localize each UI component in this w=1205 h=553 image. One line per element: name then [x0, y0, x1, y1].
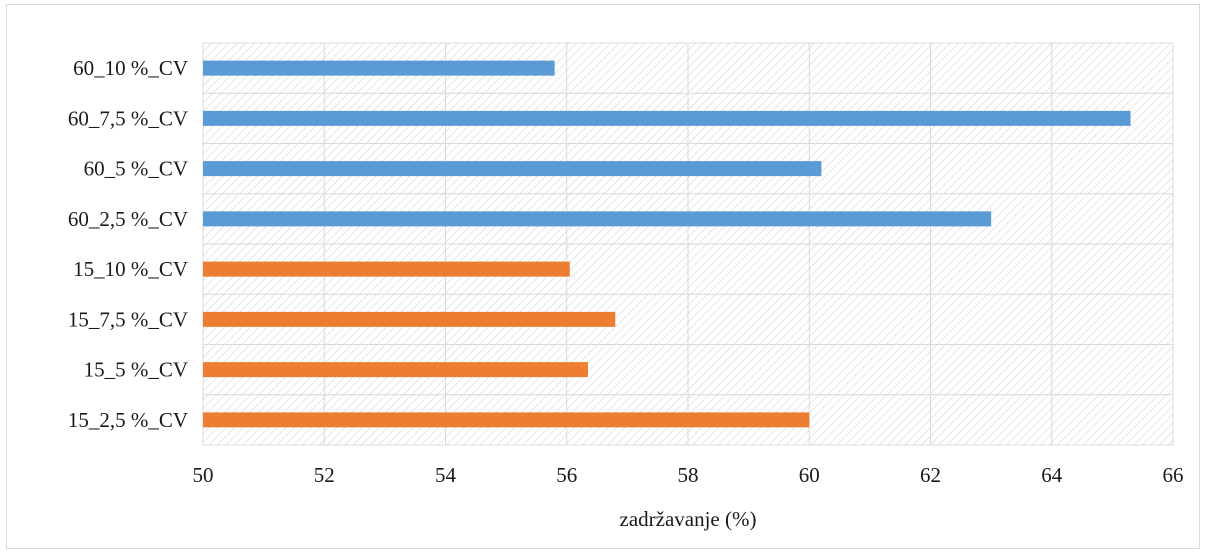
bar: [203, 211, 992, 227]
x-tick-label: 66: [1163, 463, 1184, 487]
category-label: 60_7,5 %_CV: [68, 106, 188, 130]
bars: [203, 60, 1131, 428]
x-tick-label: 54: [435, 463, 457, 487]
x-tick-label: 64: [1041, 463, 1063, 487]
category-label: 60_5 %_CV: [84, 157, 188, 181]
category-labels: 60_10 %_CV 60_7,5 %_CV 60_5 %_CV 60_2,5 %_C…: [68, 56, 188, 432]
x-tick-label: 58: [678, 463, 699, 487]
x-tick-label: 60: [799, 463, 820, 487]
bar: [203, 60, 555, 76]
bar: [203, 412, 810, 428]
category-label: 15_7,5 %_CV: [68, 307, 188, 331]
bar: [203, 110, 1131, 126]
category-label: 60_2,5 %_CV: [68, 207, 188, 231]
category-label: 15_2,5 %_CV: [68, 408, 188, 432]
bar: [203, 161, 822, 177]
x-axis-title: zadržavanje (%): [620, 507, 757, 531]
bar: [203, 311, 616, 327]
x-tick-labels: 50 52 54 56 58 60 62 64 66: [193, 463, 1184, 487]
x-tick-label: 50: [193, 463, 214, 487]
x-tick-label: 62: [920, 463, 941, 487]
category-label: 60_10 %_CV: [73, 56, 188, 80]
bar: [203, 261, 570, 277]
category-label: 15_10 %_CV: [73, 257, 188, 281]
gridlines: [202, 42, 1174, 446]
x-tick-label: 56: [556, 463, 577, 487]
bar: [203, 362, 588, 378]
category-label: 15_5 %_CV: [84, 358, 188, 382]
x-tick-label: 52: [314, 463, 335, 487]
